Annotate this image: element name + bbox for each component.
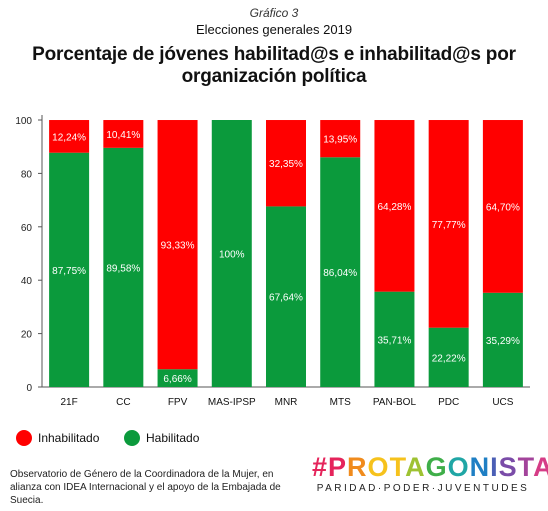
x-category-label: MAS-IPSP: [208, 397, 256, 408]
chart-svg: 0 20 40 60 80 100 12,24% 87,75% 21F 10,41% 89,58% C…: [15, 115, 530, 408]
bar-inhabilitado: [482, 120, 523, 293]
data-label-inhabilitado: 64,70%: [486, 202, 520, 213]
data-label-habilitado: 100%: [219, 250, 245, 261]
data-label-habilitado: 86,04%: [323, 268, 357, 279]
data-label-inhabilitado: 12,24%: [52, 132, 86, 143]
data-label-habilitado: 67,64%: [269, 293, 303, 304]
bar-inhabilitado: [157, 120, 198, 370]
bar-habilitado: [428, 327, 469, 387]
data-label-habilitado: 87,75%: [52, 266, 86, 277]
y-tick-label: 20: [21, 330, 33, 341]
bar-inhabilitado: [266, 120, 306, 207]
legend-item-inhabilitado: Inhabilitado: [16, 428, 99, 448]
legend-label-inhabilitado: Inhabilitado: [38, 431, 100, 445]
brand-name: #PROTAGONISTAS: [312, 452, 548, 482]
y-tick-label: 40: [21, 276, 33, 287]
data-label-habilitado: 35,71%: [377, 335, 411, 346]
bar-habilitado: [374, 291, 415, 387]
legend-swatch-habilitado: [124, 430, 140, 446]
x-category-label: MNR: [275, 397, 298, 408]
bar-habilitado: [320, 157, 361, 387]
bar-inhabilitado: [103, 120, 144, 148]
y-tick-label: 0: [26, 383, 32, 394]
bar-habilitado: [157, 369, 198, 387]
x-category-label: UCS: [492, 397, 513, 408]
bar-inhabilitado: [428, 120, 469, 328]
y-tick-label: 100: [15, 116, 32, 127]
x-category-label: FPV: [168, 397, 188, 408]
legend-item-habilitado: Habilitado: [124, 428, 199, 448]
y-tick-label: 60: [21, 223, 33, 234]
legend-label-habilitado: Habilitado: [146, 431, 200, 445]
bar-habilitado: [266, 206, 306, 387]
data-label-inhabilitado: 93,33%: [161, 241, 195, 252]
legend-swatch-inhabilitado: [16, 430, 32, 446]
stacked-bar-chart: 0 20 40 60 80 100 12,24% 87,75% 21F 10,41% 89,58% C…: [0, 105, 548, 415]
data-label-inhabilitado: 10,41%: [106, 130, 140, 141]
data-label-habilitado: 22,22%: [432, 353, 466, 364]
data-label-habilitado: 35,29%: [486, 336, 520, 347]
bar-habilitado: [482, 292, 523, 387]
x-category-label: MTS: [330, 397, 351, 408]
data-label-habilitado: 89,58%: [106, 263, 140, 274]
x-category-label: 21F: [60, 397, 77, 408]
data-label-inhabilitado: 77,77%: [432, 220, 466, 231]
bar-habilitado: [211, 120, 252, 387]
brand-logo: #PROTAGONISTAS PARIDAD·PODER·JUVENTUDES: [312, 452, 548, 494]
bar-inhabilitado: [374, 120, 415, 292]
bar-habilitado: [103, 147, 144, 387]
footer-note: Observatorio de Género de la Coordinador…: [10, 469, 281, 506]
x-category-label: CC: [116, 397, 130, 408]
bar-inhabilitado: [49, 120, 90, 153]
data-label-habilitado: 6,66%: [163, 374, 191, 385]
x-category-label: PAN-BOL: [373, 397, 417, 408]
chart-title: Porcentaje de jóvenes habilitad@s e inha…: [32, 44, 516, 87]
x-category-label: PDC: [438, 397, 459, 408]
y-tick-label: 80: [21, 169, 33, 180]
figure-label: Gráfico 3: [249, 6, 299, 20]
data-label-inhabilitado: 13,95%: [323, 135, 357, 146]
bar-habilitado: [49, 152, 90, 387]
data-label-inhabilitado: 32,35%: [269, 159, 303, 170]
bar-inhabilitado: [320, 120, 361, 158]
data-label-inhabilitado: 64,28%: [377, 202, 411, 213]
brand-tagline: PARIDAD·PODER·JUVENTUDES: [316, 483, 530, 494]
chart-subtitle: Elecciones generales 2019: [195, 22, 353, 37]
